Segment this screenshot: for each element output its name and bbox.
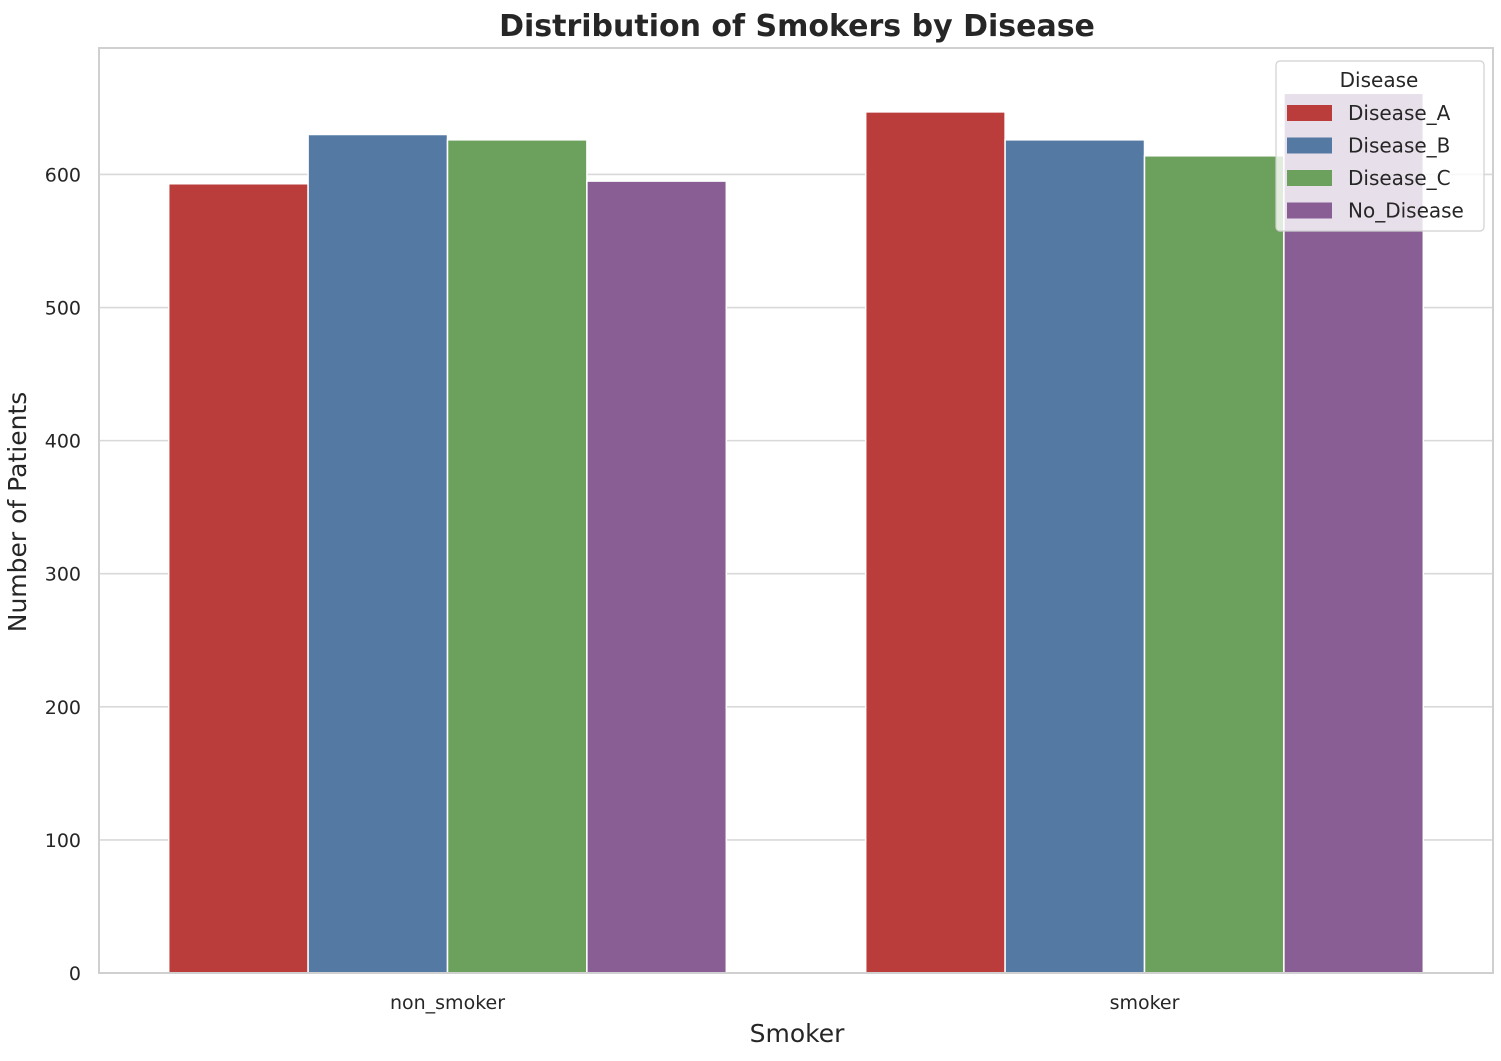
plot-frame xyxy=(98,47,1494,974)
y-tick-label: 400 xyxy=(45,431,81,453)
legend-swatch-No_Disease xyxy=(1287,202,1332,219)
legend-swatch-Disease_A xyxy=(1287,105,1332,121)
legend-label-Disease_C: Disease_C xyxy=(1348,166,1451,190)
y-tick-label: 0 xyxy=(69,963,81,985)
bar-non_smoker-Disease_A xyxy=(167,183,309,974)
y-tick-label: 100 xyxy=(45,830,81,852)
bar-smoker-Disease_C xyxy=(1143,155,1285,974)
chart-title: Distribution of Smokers by Disease xyxy=(499,9,1095,44)
legend-label-Disease_B: Disease_B xyxy=(1348,134,1450,158)
x-tick-label: non_smoker xyxy=(390,992,505,1014)
legend-swatch-Disease_C xyxy=(1287,170,1332,186)
x-axis-label: Smoker xyxy=(750,1019,845,1048)
x-tick-label: smoker xyxy=(1110,992,1180,1014)
y-tick-label: 600 xyxy=(45,164,81,186)
bars xyxy=(167,92,1425,974)
legend-title: Disease xyxy=(1340,68,1419,92)
y-tick-label: 300 xyxy=(45,564,81,586)
legend-entries: Disease_A Disease_B Disease_C No_Disease xyxy=(1287,101,1464,223)
bar-non_smoker-Disease_C xyxy=(446,139,588,974)
y-tick-label: 200 xyxy=(45,697,81,719)
x-axis-ticks: non_smoker smoker xyxy=(390,992,1180,1014)
bar-non_smoker-Disease_B xyxy=(307,133,449,974)
bar-non_smoker-No_Disease xyxy=(586,180,728,974)
bar-smoker-Disease_A xyxy=(864,111,1006,974)
y-axis-ticks: 0 100 200 300 400 500 600 xyxy=(45,164,81,985)
legend-label-No_Disease: No_Disease xyxy=(1348,199,1464,223)
legend-label-Disease_A: Disease_A xyxy=(1348,101,1451,125)
legend-swatch-Disease_B xyxy=(1287,137,1332,154)
legend: Disease Disease_A Disease_B Disease_C No_Di… xyxy=(1275,60,1485,232)
bar-smoker-Disease_B xyxy=(1004,139,1146,974)
legend-box xyxy=(1275,60,1485,232)
y-tick-label: 500 xyxy=(45,298,81,320)
y-axis-label: Number of Patients xyxy=(3,392,32,633)
